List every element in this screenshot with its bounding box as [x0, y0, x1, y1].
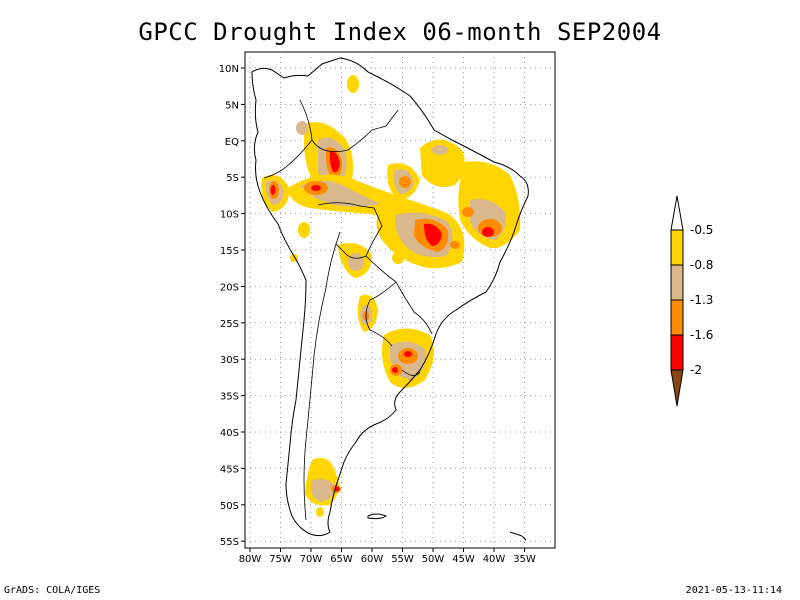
legend-colorbar: -0.5 -0.8 -1.3 -1.6 -2 [670, 195, 713, 407]
lon-label: 50W [422, 554, 445, 565]
lat-label: 45S [220, 464, 239, 475]
lon-label: 45W [452, 554, 475, 565]
lat-label: 40S [220, 428, 239, 439]
legend-label: -0.5 [690, 223, 713, 237]
lon-label: 40W [483, 554, 506, 565]
legend-label: -1.6 [690, 328, 713, 342]
lon-label: 80W [239, 554, 262, 565]
lon-label: 65W [330, 554, 353, 565]
drought-shading [261, 75, 521, 517]
legend-label: -0.8 [690, 258, 713, 272]
lon-label: 70W [300, 554, 323, 565]
lat-label: 35S [220, 392, 239, 403]
lat-label: 25S [220, 319, 239, 330]
country-borders [263, 99, 433, 521]
lat-label: 5S [226, 173, 239, 184]
lon-label: 75W [269, 554, 292, 565]
lat-label: 10N [219, 64, 239, 75]
chart-title: GPCC Drought Index 06-month SEP2004 [138, 18, 662, 46]
coastline [251, 57, 529, 541]
lon-label: 60W [361, 554, 384, 565]
map-frame [244, 51, 556, 549]
footer-timestamp: 2021-05-13-11:14 [685, 585, 782, 596]
latitude-labels: 10N 5N EQ 5S 10S 15S 20S 25S 30S 35S 40S 45S 50S 55S [219, 64, 245, 548]
legend-label: -1.3 [690, 293, 713, 307]
lat-label: 50S [220, 501, 239, 512]
lat-label: 15S [220, 246, 239, 257]
legend-label: -2 [690, 363, 702, 377]
lon-label: 55W [391, 554, 414, 565]
footer-credit: GrADS: COLA/IGES [4, 585, 101, 596]
lat-label: 30S [220, 355, 239, 366]
lat-label: 10S [220, 210, 239, 221]
longitude-labels: 80W 75W 70W 65W 60W 55W 50W 45W 40W 35W [239, 548, 536, 565]
lat-label: 55S [220, 537, 239, 548]
lat-label: EQ [225, 137, 239, 148]
lon-label: 35W [513, 554, 536, 565]
lat-label: 5N [225, 100, 239, 111]
lat-label: 20S [220, 282, 239, 293]
